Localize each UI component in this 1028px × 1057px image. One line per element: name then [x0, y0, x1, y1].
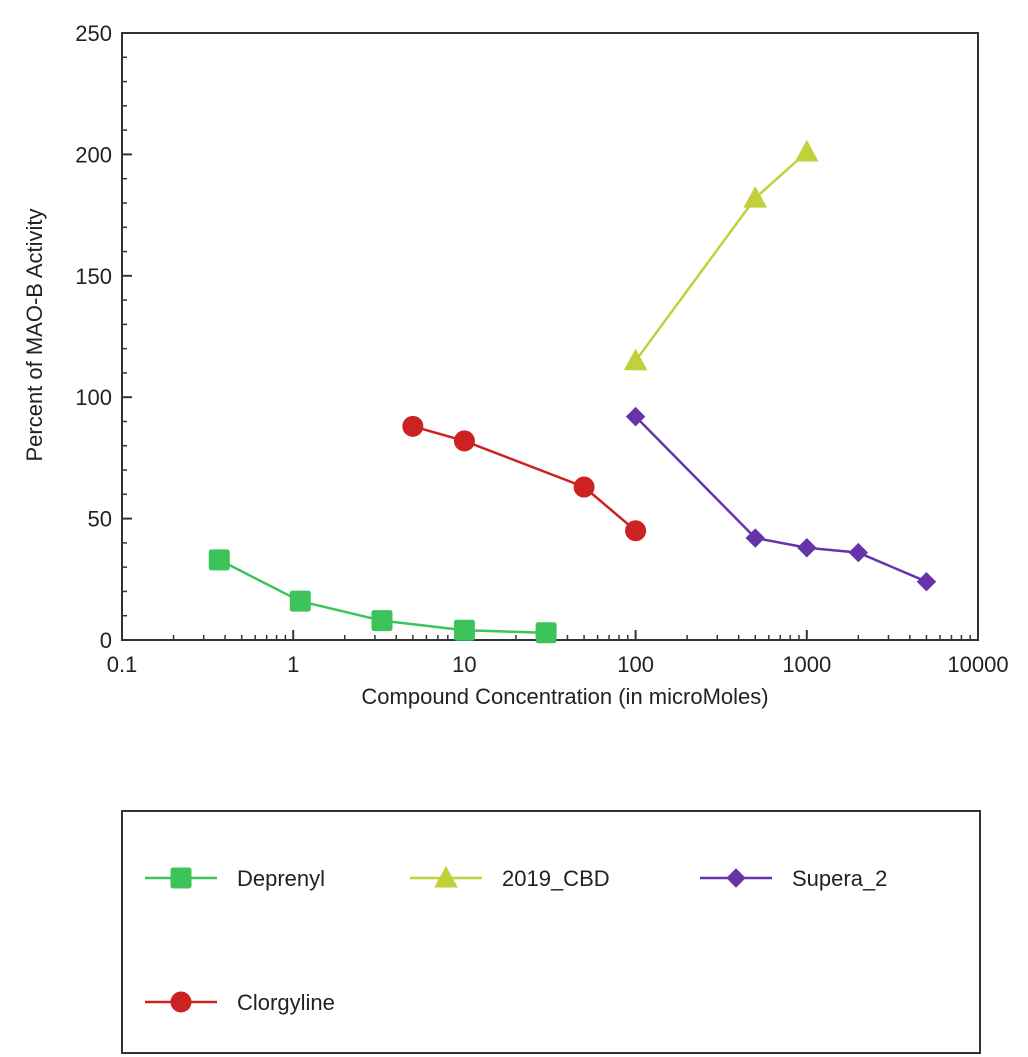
data-point-clorgyline: [453, 430, 475, 452]
y-axis-title: Percent of MAO-B Activity: [22, 208, 47, 461]
series-line-supera-2: [634, 415, 927, 583]
y-tick-label: 200: [75, 142, 112, 167]
x-axis-ticks: 0.1 1 10 100 1000 10000: [107, 630, 1009, 677]
series-layer: [208, 139, 937, 644]
data-point-supera-2: [625, 406, 646, 427]
data-point-2019-cbd: [623, 348, 648, 371]
legend-label: Supera_2: [792, 866, 887, 891]
x-tick-label: 10: [452, 652, 476, 677]
data-point-supera-2: [797, 538, 817, 558]
legend-marker-diamond: [726, 868, 746, 888]
legend-marker-circle: [170, 991, 192, 1013]
plot-frame: [121, 32, 979, 641]
data-point-deprenyl: [289, 590, 311, 612]
legend-label: Deprenyl: [237, 866, 325, 891]
y-tick-label: 250: [75, 21, 112, 46]
series-line-clorgyline: [412, 425, 637, 532]
data-point-supera-2: [916, 572, 937, 592]
y-axis-ticks: 0 50 100 150 200 250: [75, 21, 132, 653]
legend-item-clorgyline: Clorgyline: [145, 990, 335, 1015]
data-point-deprenyl: [453, 619, 475, 641]
data-point-clorgyline: [573, 476, 595, 498]
legend-label: 2019_CBD: [502, 866, 610, 891]
data-point-clorgyline: [402, 415, 424, 437]
series-deprenyl: [208, 549, 557, 644]
legend-item-2019-cbd: 2019_CBD: [410, 865, 610, 891]
series-supera-2: [625, 406, 937, 592]
x-tick-label: 10000: [947, 652, 1008, 677]
legend-label: Clorgyline: [237, 990, 335, 1015]
y-tick-label: 100: [75, 385, 112, 410]
series-clorgyline: [402, 415, 647, 542]
legend: Deprenyl 2019_CBD Supera_2 Clorgyline: [145, 865, 887, 1015]
legend-marker-triangle: [434, 865, 458, 888]
data-point-deprenyl: [371, 610, 393, 632]
legend-item-supera-2: Supera_2: [700, 866, 887, 891]
legend-item-deprenyl: Deprenyl: [145, 866, 325, 891]
x-tick-label: 100: [617, 652, 654, 677]
x-tick-label: 1000: [782, 652, 831, 677]
x-tick-label: 1: [287, 652, 299, 677]
legend-marker-square: [170, 867, 192, 889]
data-point-deprenyl: [208, 549, 230, 571]
data-point-clorgyline: [625, 520, 647, 542]
data-point-supera-2: [848, 542, 869, 563]
legend-box: [121, 810, 981, 1054]
series-line-2019-cbd: [634, 151, 808, 362]
series-2019-cbd: [623, 139, 819, 371]
y-tick-label: 50: [88, 507, 112, 532]
y-tick-label: 0: [100, 628, 112, 653]
data-point-2019-cbd: [794, 139, 819, 162]
data-point-deprenyl: [535, 622, 557, 644]
x-tick-label: 0.1: [107, 652, 138, 677]
y-tick-label: 150: [75, 264, 112, 289]
data-point-2019-cbd: [743, 186, 768, 208]
data-point-supera-2: [745, 528, 765, 548]
x-axis-title: Compound Concentration (in microMoles): [361, 684, 768, 709]
